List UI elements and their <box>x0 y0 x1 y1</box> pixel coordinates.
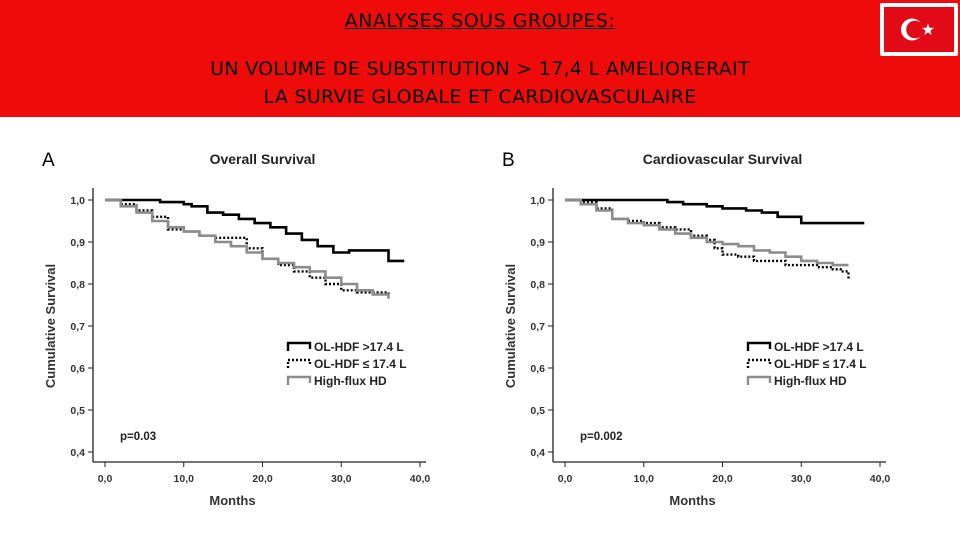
legend-label-1: OL-HDF ≤ 17.4 L <box>314 357 407 371</box>
y-tick-label: 0,9 <box>530 237 545 249</box>
x-tick-label: 0,0 <box>98 473 113 485</box>
legend-label-2: High-flux HD <box>774 374 847 388</box>
cardiovascular-survival-chart: B Cardiovascular Survival 0,4 0,5 0,6 0,7 0,8 0… <box>502 150 891 508</box>
crescent-inner <box>906 20 924 39</box>
slide-heading: ANALYSES SOUS GROUPES: <box>344 10 616 32</box>
chart-title: Cardiovascular Survival <box>643 151 803 167</box>
legend-swatch-2 <box>286 375 312 385</box>
x-tick-label: 20,0 <box>712 473 733 485</box>
x-tick-label: 20,0 <box>252 473 273 485</box>
overall-survival-chart: A Overall Survival 0,4 0,5 0,6 0,7 0,8 0,9 1,0 0,… <box>42 150 431 508</box>
x-tick-label: 10,0 <box>174 473 195 485</box>
x-tick-label: 10,0 <box>634 473 655 485</box>
legend-swatch-1 <box>286 358 312 368</box>
chart-title: Overall Survival <box>210 151 316 167</box>
x-axis-label: Months <box>669 493 715 508</box>
y-tick-label: 0,5 <box>70 405 85 417</box>
series-line-2 <box>105 198 390 299</box>
legend-label-0: OL-HDF >17.4 L <box>314 340 404 354</box>
legend-label-0: OL-HDF >17.4 L <box>774 340 864 354</box>
x-tick-label: 40,0 <box>870 473 891 485</box>
series-line-0 <box>105 198 405 263</box>
x-axis-label: Months <box>209 493 255 508</box>
legend-swatch-2 <box>746 375 772 385</box>
x-tick-label: 30,0 <box>331 473 352 485</box>
legend-swatch-1 <box>746 358 772 368</box>
y-tick-label: 1,0 <box>530 195 545 207</box>
legend-label-2: High-flux HD <box>314 374 387 388</box>
y-tick-label: 0,6 <box>530 363 545 375</box>
flag-star <box>922 23 934 35</box>
x-tick-label: 40,0 <box>410 473 431 485</box>
subheading-line-2: LA SURVIE GLOBALE ET CARDIOVASCULAIRE <box>263 86 697 108</box>
turkey-flag-icon <box>880 3 958 56</box>
y-tick-label: 1,0 <box>70 195 85 207</box>
title-banner: ANALYSES SOUS GROUPES: UN VOLUME DE SUBS… <box>0 0 960 117</box>
p-value-label: p=0.002 <box>580 431 623 443</box>
series-line-1 <box>565 198 850 280</box>
y-tick-label: 0,8 <box>70 279 85 291</box>
x-tick-label: 30,0 <box>791 473 812 485</box>
subheading-line-1: UN VOLUME DE SUBSTITUTION > 17,4 L AMELI… <box>210 58 750 80</box>
y-tick-label: 0,7 <box>70 321 85 333</box>
y-axis-label: Cumulative Survival <box>43 264 58 388</box>
y-tick-label: 0,8 <box>530 279 545 291</box>
series-line-2 <box>565 198 849 267</box>
y-tick-label: 0,5 <box>530 405 545 417</box>
y-tick-label: 0,9 <box>70 237 85 249</box>
y-axis-label: Cumulative Survival <box>503 264 518 388</box>
flag-graphic <box>884 7 954 52</box>
y-tick-label: 0,4 <box>70 447 85 459</box>
y-tick-label: 0,4 <box>530 447 545 459</box>
p-value-label: p=0.03 <box>120 431 156 443</box>
y-tick-label: 0,7 <box>530 321 545 333</box>
x-tick-label: 0,0 <box>558 473 573 485</box>
slide-subheading: UN VOLUME DE SUBSTITUTION > 17,4 L AMELI… <box>0 55 960 111</box>
legend-swatch-0 <box>746 341 772 351</box>
legend-label-1: OL-HDF ≤ 17.4 L <box>774 357 867 371</box>
panel-letter: A <box>42 150 55 171</box>
series-line-0 <box>565 198 865 225</box>
y-tick-label: 0,6 <box>70 363 85 375</box>
legend-swatch-0 <box>286 341 312 351</box>
panel-letter: B <box>502 150 515 171</box>
